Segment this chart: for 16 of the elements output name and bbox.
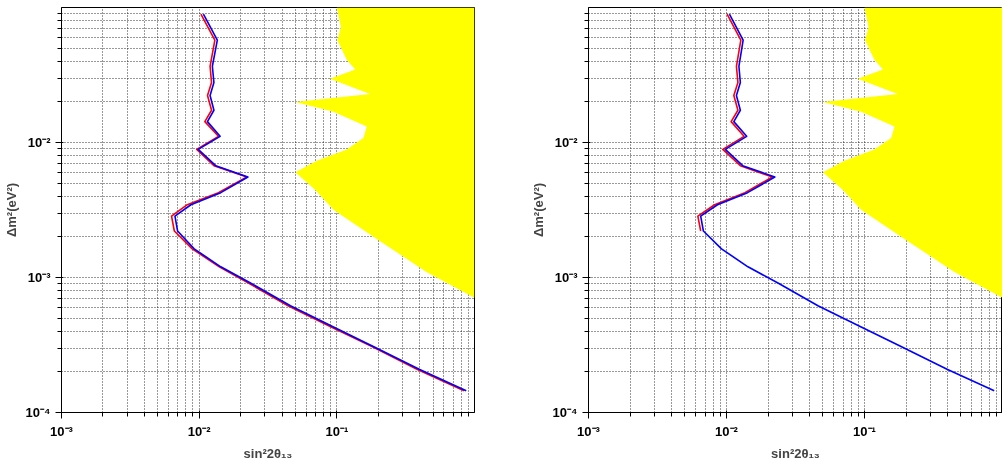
x-tick-label: 10⁻³ <box>577 423 601 439</box>
x-tick-label: 10⁻³ <box>50 423 74 439</box>
x-axis-title: sin²2θ₁₃ <box>243 445 293 461</box>
y-axis-title: Δm²(eV²) <box>3 182 19 238</box>
x-tick-label: 10⁻² <box>715 423 739 439</box>
x-axis-title: sin²2θ₁₃ <box>771 445 820 461</box>
y-tick-label: 10⁻³ <box>554 270 579 285</box>
y-tick-label: 10⁻² <box>27 135 52 150</box>
y-axis-title: Δm²(eV²) <box>530 182 546 238</box>
y-tick-label: 10⁻³ <box>27 270 52 285</box>
y-tick-label: 10⁻⁴ <box>25 405 51 420</box>
y-tick-label: 10⁻² <box>554 135 579 150</box>
x-tick-label: 10⁻¹ <box>325 423 349 439</box>
y-tick-label: 10⁻⁴ <box>552 405 578 420</box>
x-tick-label: 10⁻¹ <box>853 423 876 439</box>
x-tick-label: 10⁻² <box>187 423 212 439</box>
